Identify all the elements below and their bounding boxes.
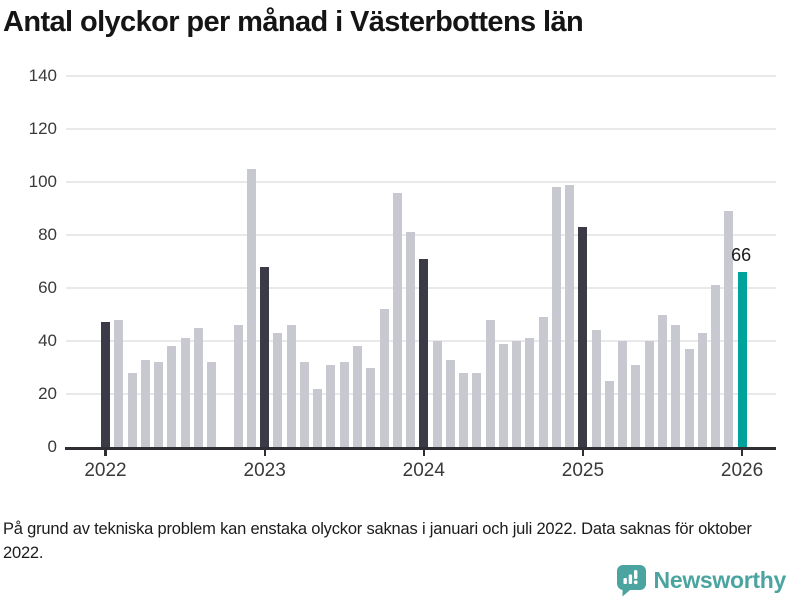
bar-2024-06 [485, 319, 495, 447]
y-axis-label: 80 [38, 225, 57, 244]
bar-2024-12 [565, 184, 575, 447]
bar-2024-03 [445, 359, 455, 447]
bar-2023-10 [379, 309, 389, 447]
bar-2024-01 [419, 258, 429, 447]
bar-2024-10 [538, 317, 548, 447]
x-axis-line [65, 447, 776, 450]
chart-title: Antal olyckor per månad i Västerbottens … [3, 6, 584, 38]
bar-2025-08 [671, 325, 681, 447]
bar-2025-06 [644, 341, 654, 447]
bar-2023-02 [273, 333, 283, 447]
y-axis-label: 140 [28, 66, 57, 85]
x-tick-2023 [263, 449, 266, 456]
chart-footnote: På grund av tekniska problem kan enstaka… [3, 520, 752, 562]
bar-2022-11 [233, 325, 243, 447]
bar-2024-11 [551, 187, 561, 447]
bar-2022-07 [180, 338, 190, 447]
gridline [66, 181, 776, 183]
bar-2022-08 [193, 327, 203, 447]
bar-2024-04 [459, 372, 469, 447]
bar-2022-06 [167, 346, 177, 447]
bar-2022-09 [207, 362, 217, 447]
bar-2025-02 [591, 330, 601, 447]
x-axis-label-2025: 2025 [561, 460, 605, 481]
bar-2023-07 [339, 362, 349, 447]
newsworthy-wordmark: Newsworthy [653, 567, 787, 593]
bar-2022-05 [154, 362, 164, 447]
y-axis-label: 0 [47, 437, 57, 456]
bar-2024-07 [498, 343, 508, 447]
bar-2025-10 [697, 333, 707, 447]
bar-2023-11 [392, 192, 402, 447]
y-axis-label: 40 [38, 331, 57, 350]
bar-2023-09 [366, 367, 376, 447]
bar-2022-02 [114, 319, 124, 447]
x-axis-label-2022: 2022 [84, 460, 127, 481]
bar-2025-11 [711, 285, 721, 447]
bar-2024-05 [472, 372, 482, 447]
bar-2023-01 [260, 266, 270, 447]
bar-2022-12 [246, 168, 256, 447]
bar-2025-01 [578, 227, 588, 447]
gridline [66, 128, 776, 130]
bar-2023-08 [352, 346, 362, 447]
bar-2024-09 [525, 338, 535, 447]
bar-2025-09 [684, 348, 694, 447]
bar-2023-05 [313, 388, 323, 447]
x-axis-label-2026: 2026 [720, 460, 764, 481]
gridline [66, 234, 776, 236]
x-tick-2022 [104, 449, 107, 456]
bar-2022-03 [127, 372, 137, 447]
bar-2025-03 [604, 380, 614, 447]
bar-2025-04 [618, 341, 628, 447]
y-axis-label: 60 [38, 278, 57, 297]
y-axis-label: 120 [28, 119, 57, 138]
bar-2023-03 [286, 325, 296, 447]
x-tick-2024 [422, 449, 425, 456]
y-axis-label: 20 [38, 384, 57, 403]
bar-2023-04 [299, 362, 309, 447]
bar-2024-02 [432, 341, 442, 447]
bar-2023-06 [326, 364, 336, 447]
x-axis-label-2023: 2023 [243, 460, 286, 481]
bar-2024-08 [512, 341, 522, 447]
gridline [66, 75, 776, 77]
bar-2025-12 [724, 211, 734, 447]
bar-2022-01 [101, 322, 110, 447]
newsworthy-logo: Newsworthy [616, 564, 786, 597]
bar-2026-01 [737, 272, 747, 447]
x-tick-2026 [740, 449, 744, 456]
x-axis-label-2024: 2024 [402, 460, 445, 481]
y-axis-label: 100 [28, 172, 57, 191]
x-tick-2025 [581, 449, 585, 456]
newsworthy-icon [616, 565, 646, 597]
bar-2022-04 [140, 359, 150, 447]
value-label-latest: 66 [731, 245, 752, 266]
bar-2023-12 [406, 232, 416, 447]
bar-2025-07 [658, 314, 667, 447]
bar-2025-05 [631, 364, 641, 447]
